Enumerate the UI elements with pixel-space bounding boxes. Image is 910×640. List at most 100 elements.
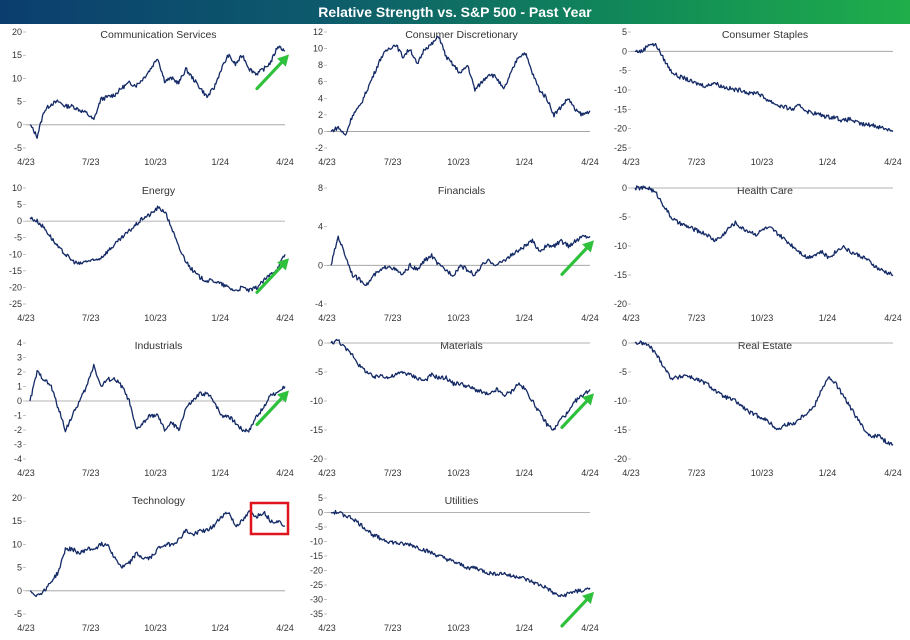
x-tick-label: 10/23 (751, 313, 774, 323)
y-tick-label: -2 (14, 425, 22, 435)
y-tick-label: 8 (318, 183, 323, 193)
y-tick-label: -20 (614, 454, 627, 464)
y-tick-label: 3 (17, 353, 22, 363)
x-tick-label: 10/23 (144, 468, 167, 478)
y-tick-label: 5 (17, 563, 22, 573)
y-tick-label: -35 (310, 609, 323, 619)
y-tick-label: 0 (622, 46, 627, 56)
x-tick-label: 1/24 (819, 468, 837, 478)
trend-arrow-shaft (560, 399, 589, 429)
y-tick-label: 12 (313, 27, 323, 37)
x-tick-label: 10/23 (144, 157, 167, 167)
y-tick-label: -1 (14, 411, 22, 421)
x-tick-label: 1/24 (211, 468, 229, 478)
panel-utilities: Utilities 5 0 -5 -10 -15 -20 -25 -30 -35 4/23 7/23 1… (310, 493, 599, 633)
y-tick-label: -30 (310, 595, 323, 605)
y-tick-label: -20 (614, 299, 627, 309)
y-tick-label: 5 (17, 200, 22, 210)
y-tick-label: 8 (318, 60, 323, 70)
x-tick-label: 1/24 (819, 157, 837, 167)
panel-materials: Materials 0 -5 -10 -15 -20 4/23 7/23 10/23 1/24 4/… (310, 338, 599, 478)
y-tick-label: -5 (619, 66, 627, 76)
x-tick-label: 7/23 (82, 157, 100, 167)
title-banner (0, 0, 910, 24)
y-tick-label: 0 (17, 586, 22, 596)
x-tick-label: 4/23 (622, 468, 640, 478)
trend-arrow-shaft (560, 246, 589, 276)
x-tick-label: 7/23 (384, 157, 402, 167)
trend-arrow-shaft (255, 396, 284, 427)
y-tick-label: 5 (318, 493, 323, 503)
trend-arrow-head (582, 591, 594, 605)
y-tick-label: 10 (313, 44, 323, 54)
x-tick-label: 4/23 (318, 313, 336, 323)
x-tick-label: 4/23 (622, 157, 640, 167)
trend-arrow-shaft (255, 60, 284, 91)
panel-consumer-discretionary: Consumer Discretionary 12 10 8 6 4 2 0 -2 4/23 7/2… (313, 27, 599, 167)
x-tick-label: 4/23 (17, 313, 35, 323)
y-tick-label: -25 (310, 580, 323, 590)
x-tick-label: 4/24 (884, 157, 902, 167)
series-line (330, 338, 591, 431)
panel-title: Real Estate (738, 340, 792, 352)
series-line (29, 45, 286, 139)
y-tick-label: -15 (9, 266, 22, 276)
x-tick-label: 1/24 (515, 468, 533, 478)
y-tick-label: 10 (12, 183, 22, 193)
series-line (634, 185, 894, 277)
x-tick-label: 7/23 (82, 313, 100, 323)
y-tick-label: 10 (12, 73, 22, 83)
x-tick-label: 1/24 (515, 313, 533, 323)
x-tick-label: 4/24 (581, 313, 599, 323)
y-tick-label: -25 (9, 299, 22, 309)
y-tick-label: -20 (9, 282, 22, 292)
y-tick-label: -5 (14, 143, 22, 153)
x-tick-label: 4/23 (318, 157, 336, 167)
x-tick-label: 1/24 (211, 157, 229, 167)
x-tick-label: 4/24 (276, 313, 294, 323)
y-tick-label: 0 (318, 508, 323, 518)
panel-title: Financials (438, 185, 485, 197)
y-tick-label: -5 (315, 522, 323, 532)
panel-title: Technology (132, 495, 186, 507)
panel-title: Consumer Discretionary (405, 29, 518, 41)
y-tick-label: -15 (310, 551, 323, 561)
y-tick-label: 6 (318, 77, 323, 87)
y-tick-label: -10 (9, 249, 22, 259)
series-line (330, 234, 591, 287)
x-tick-label: 1/24 (211, 623, 229, 633)
x-tick-label: 7/23 (384, 468, 402, 478)
y-tick-label: 0 (17, 396, 22, 406)
y-tick-label: 20 (12, 493, 22, 503)
y-tick-label: -5 (619, 212, 627, 222)
panel-title: Industrials (135, 340, 183, 352)
x-tick-label: 7/23 (82, 623, 100, 633)
y-tick-label: 0 (318, 260, 323, 270)
x-tick-label: 10/23 (447, 468, 470, 478)
x-tick-label: 7/23 (688, 157, 706, 167)
y-tick-label: -15 (614, 425, 627, 435)
y-tick-label: -10 (614, 85, 627, 95)
x-tick-label: 4/24 (581, 623, 599, 633)
y-tick-label: -10 (310, 396, 323, 406)
y-tick-label: -15 (310, 425, 323, 435)
x-tick-label: 4/23 (318, 468, 336, 478)
y-tick-label: -4 (14, 454, 22, 464)
panel-title: Materials (440, 340, 483, 352)
x-tick-label: 4/24 (884, 313, 902, 323)
x-tick-label: 1/24 (515, 157, 533, 167)
x-tick-label: 4/23 (17, 157, 35, 167)
trend-arrow-head (277, 390, 289, 403)
y-tick-label: -15 (614, 104, 627, 114)
y-tick-label: -2 (315, 143, 323, 153)
y-tick-label: 5 (17, 97, 22, 107)
series-line (29, 205, 286, 293)
panel-industrials: Industrials 4 3 2 1 0 -1 -2 -3 -4 4/23 7/23 10/23 1/2… (14, 338, 294, 478)
x-tick-label: 7/23 (688, 313, 706, 323)
y-tick-label: 10 (12, 539, 22, 549)
x-tick-label: 10/23 (144, 623, 167, 633)
y-tick-label: -20 (310, 566, 323, 576)
x-tick-label: 4/23 (318, 623, 336, 633)
trend-arrow-head (582, 393, 594, 406)
panel-title: Consumer Staples (722, 29, 808, 41)
